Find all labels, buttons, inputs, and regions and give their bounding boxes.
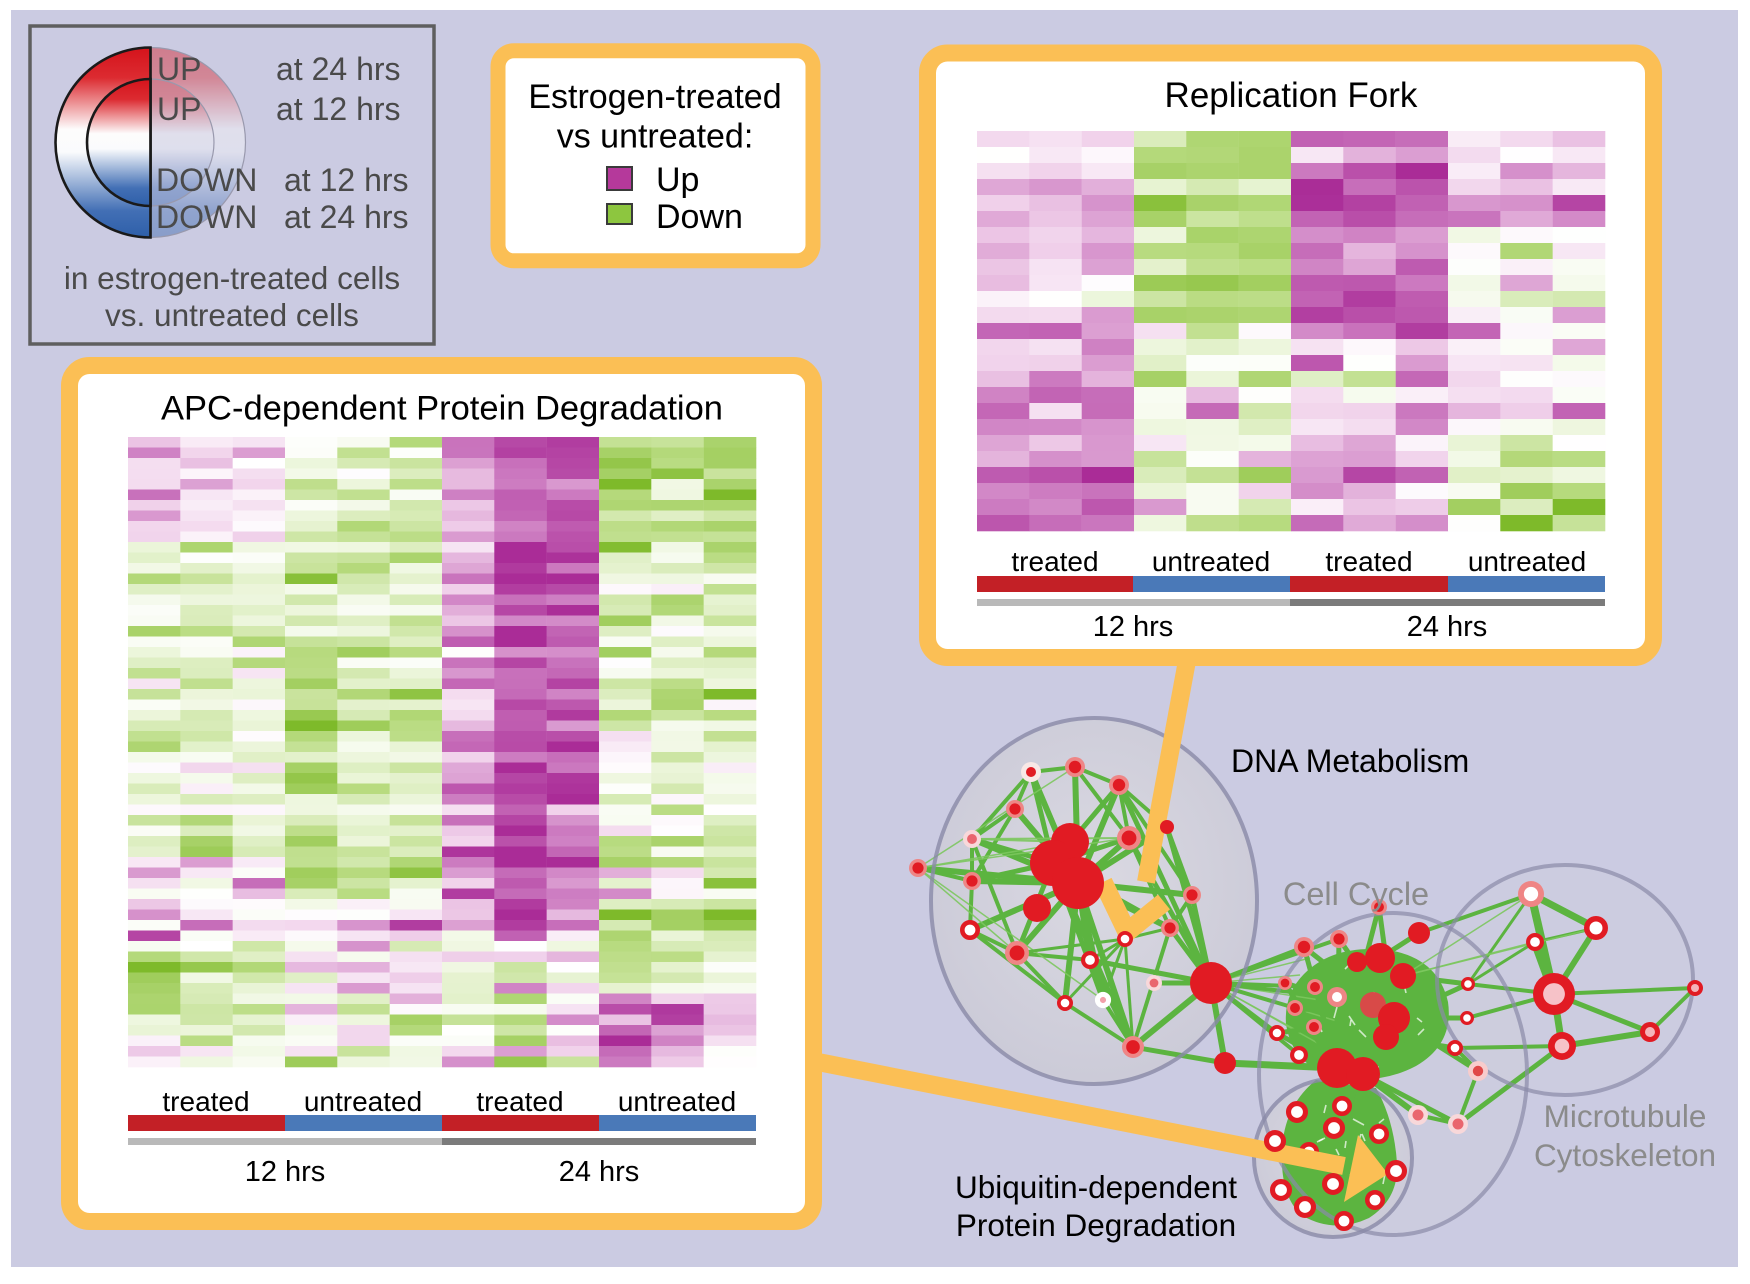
svg-text:UP: UP — [157, 91, 201, 127]
svg-text:Up: Up — [656, 161, 699, 199]
svg-text:12 hrs: 12 hrs — [245, 1156, 326, 1188]
svg-text:vs. untreated cells: vs. untreated cells — [105, 297, 359, 333]
svg-text:Cytoskeleton: Cytoskeleton — [1534, 1137, 1716, 1173]
svg-text:at 24 hrs: at 24 hrs — [284, 199, 409, 235]
svg-text:Replication Fork: Replication Fork — [1165, 76, 1418, 115]
svg-text:untreated: untreated — [1468, 546, 1586, 577]
svg-text:at 12 hrs: at 12 hrs — [276, 91, 401, 127]
svg-text:Down: Down — [656, 198, 743, 236]
svg-text:Protein Degradation: Protein Degradation — [956, 1207, 1236, 1243]
svg-text:in estrogen-treated cells: in estrogen-treated cells — [64, 260, 400, 296]
svg-text:at 24 hrs: at 24 hrs — [276, 51, 401, 87]
svg-text:12 hrs: 12 hrs — [1093, 611, 1174, 643]
svg-text:treated: treated — [1011, 546, 1098, 577]
svg-text:treated: treated — [476, 1086, 563, 1117]
svg-text:untreated: untreated — [1152, 546, 1270, 577]
svg-text:treated: treated — [162, 1086, 249, 1117]
svg-text:24 hrs: 24 hrs — [1407, 611, 1488, 643]
svg-text:Estrogen-treated: Estrogen-treated — [528, 78, 781, 116]
svg-text:Microtubule: Microtubule — [1544, 1098, 1707, 1134]
svg-text:Cell Cycle: Cell Cycle — [1283, 876, 1429, 912]
svg-text:DNA Metabolism: DNA Metabolism — [1231, 743, 1469, 779]
svg-text:at 12 hrs: at 12 hrs — [284, 162, 409, 198]
svg-text:DOWN: DOWN — [156, 199, 257, 235]
svg-text:DOWN: DOWN — [156, 162, 257, 198]
svg-text:vs untreated:: vs untreated: — [557, 118, 754, 156]
svg-text:APC-dependent Protein Degradat: APC-dependent Protein Degradation — [161, 390, 723, 428]
svg-text:24 hrs: 24 hrs — [559, 1156, 640, 1188]
svg-text:untreated: untreated — [618, 1086, 736, 1117]
svg-text:treated: treated — [1325, 546, 1412, 577]
svg-text:Ubiquitin-dependent: Ubiquitin-dependent — [955, 1169, 1237, 1205]
svg-text:untreated: untreated — [304, 1086, 422, 1117]
svg-text:UP: UP — [157, 51, 201, 87]
